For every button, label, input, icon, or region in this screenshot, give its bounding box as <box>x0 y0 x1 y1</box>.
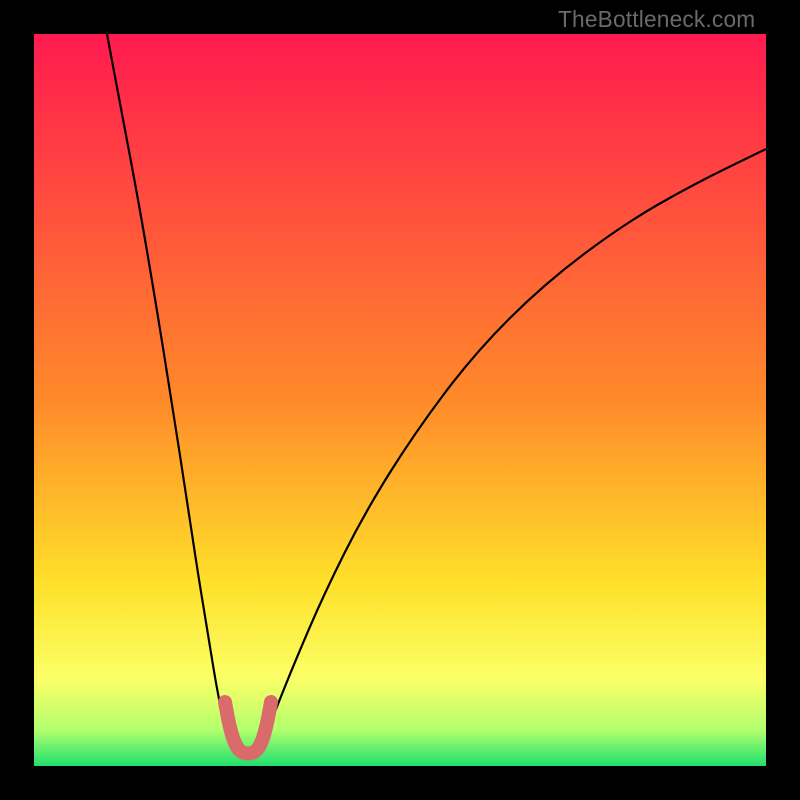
valley-marker <box>225 702 271 754</box>
left-curve <box>107 34 230 746</box>
attribution-text: TheBottleneck.com <box>558 6 755 33</box>
plot-background <box>34 34 766 766</box>
figure-frame: TheBottleneck.com <box>0 0 800 800</box>
curve-layer <box>34 34 766 766</box>
right-curve <box>262 149 766 746</box>
